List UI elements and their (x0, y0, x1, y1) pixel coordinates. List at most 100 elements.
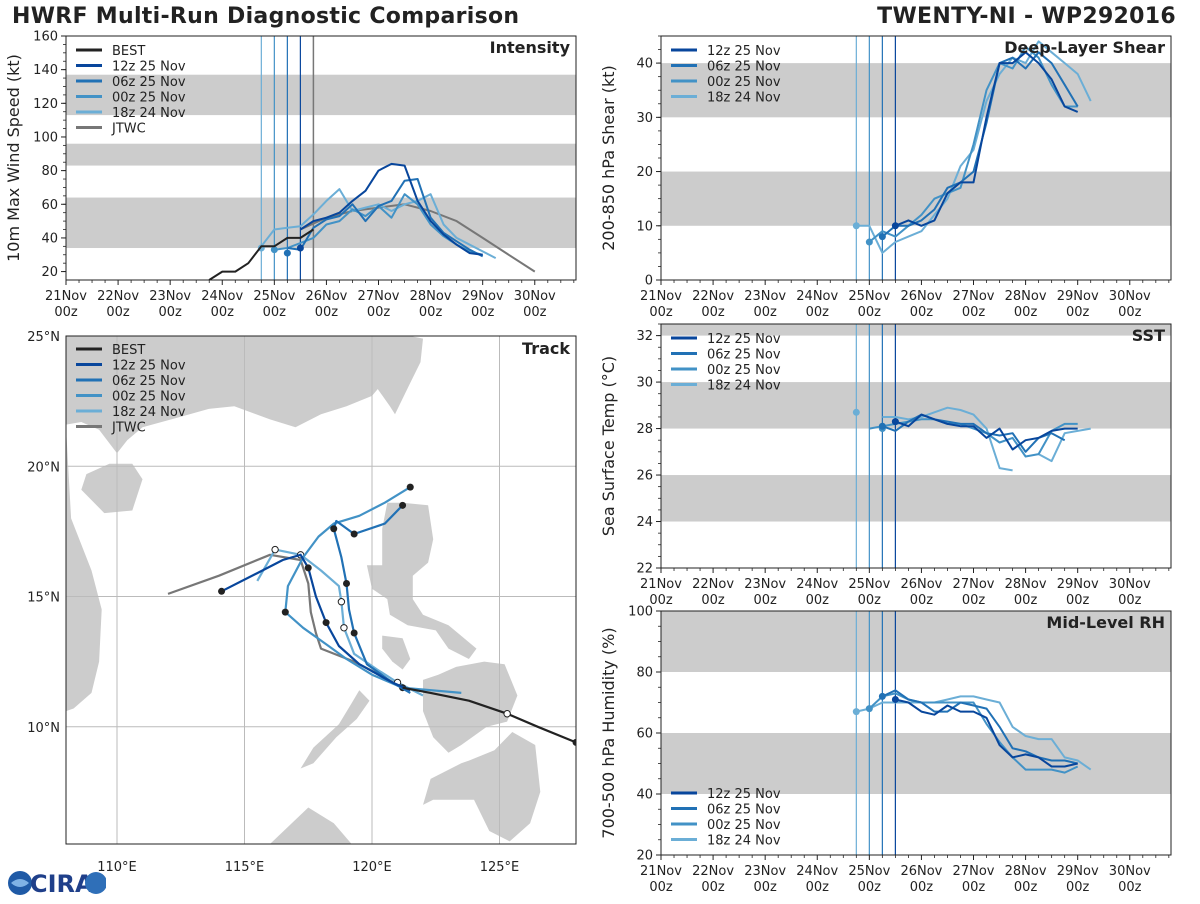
intensity-plot-area (66, 36, 576, 280)
shear-marker-18z-24-nov (852, 222, 860, 230)
shear-legend-label: 00z 25 Nov (707, 75, 781, 90)
intensity-series-06z-25-nov (287, 178, 484, 258)
track-frame (65, 335, 577, 845)
shear-series-18z-24-nov (856, 40, 1092, 254)
track-xtick-label: 125°E (480, 860, 520, 875)
rh-xtick-label-day: 21Nov (640, 864, 682, 879)
intensity-panel: 2040608010012014016021Nov00z22Nov00z23No… (4, 30, 577, 320)
shear-ylabel: 200-850 hPa Shear (kt) (599, 65, 618, 251)
rh-xtick-label-hour: 00z (1118, 880, 1142, 895)
shear-ytick-label: 10 (636, 219, 653, 234)
land-china (66, 336, 413, 454)
sst-band (661, 475, 1171, 522)
sst-xtick-label-hour: 00z (701, 593, 725, 608)
sst-xtick-label-hour: 00z (910, 593, 934, 608)
logo-swirl-icon (11, 879, 29, 887)
rh-xtick-label-day: 25Nov (848, 864, 890, 879)
shear-xtick-label-day: 29Nov (1057, 289, 1099, 304)
intensity-series-12z-25-nov (299, 162, 483, 256)
rh-title: Mid-Level RH (1046, 613, 1165, 632)
intensity-legend-label: 12z 25 Nov (112, 60, 186, 75)
intensity-ytick-label: 80 (41, 164, 58, 179)
intensity-ytick-label: 160 (33, 30, 58, 45)
shear-ytick-label: 30 (636, 111, 653, 126)
intensity-xtick-label-day: 28Nov (410, 289, 452, 304)
rh-ytick-label: 20 (636, 849, 653, 864)
shear-marker-00z-25-nov (865, 238, 873, 246)
sst-xtick-label-day: 25Nov (848, 577, 890, 592)
sst-xtick-label-day: 29Nov (1057, 577, 1099, 592)
storm-id-title: TWENTY-NI - WP292016 (877, 4, 1176, 29)
sst-legend-label: 06z 25 Nov (707, 348, 781, 363)
intensity-xtick-label-hour: 00z (419, 305, 443, 320)
sst-ylabel: Sea Surface Temp (°C) (599, 356, 618, 536)
track-point-filled (330, 525, 338, 533)
track-xtick-label: 120°E (352, 860, 392, 875)
sst-xtick-label-hour: 00z (649, 593, 673, 608)
shear-xtick-label-day: 21Nov (640, 289, 682, 304)
intensity-xtick-label-hour: 00z (54, 305, 78, 320)
track-panel: 110°E 115°E 120°E 125°E 10°N 15°N 20°N 25°N Trac… (27, 330, 577, 875)
track-point-filled (350, 629, 358, 637)
rh-xtick-label-day: 23Nov (744, 864, 786, 879)
sst-xtick-label-day: 24Nov (796, 577, 838, 592)
track-plot-area (66, 336, 576, 844)
track-ytick-label: 20°N (27, 460, 60, 475)
track-point-filled (399, 501, 407, 509)
intensity-ylabel: 10m Max Wind Speed (kt) (4, 54, 23, 262)
intensity-xtick-label-hour: 00z (158, 305, 182, 320)
rh-series-06z-25-nov (881, 689, 1078, 765)
track-ytick-label: 10°N (27, 721, 60, 736)
rh-xtick-label-hour: 00z (910, 880, 934, 895)
shear-xtick-label-day: 30Nov (1109, 289, 1151, 304)
intensity-title: Intensity (490, 38, 571, 57)
track-legend-label: 00z 25 Nov (112, 390, 186, 405)
intensity-ytick-label: 60 (41, 198, 58, 213)
intensity-series-best (208, 228, 314, 280)
rh-xtick-label-hour: 00z (962, 880, 986, 895)
rh-ytick-label: 100 (628, 605, 653, 620)
shear-xtick-label-day: 22Nov (692, 289, 734, 304)
land-luzon (366, 502, 477, 659)
shear-series-12z-25-nov (895, 51, 1079, 227)
land-visayas (423, 661, 518, 753)
sst-ytick-label: 28 (636, 422, 653, 437)
rh-ytick-label: 80 (636, 666, 653, 681)
sst-title: SST (1132, 326, 1165, 345)
sst-marker-12z-25-nov (891, 418, 899, 426)
shear-xtick-label-day: 24Nov (796, 289, 838, 304)
rh-legend-label: 18z 24 Nov (707, 834, 781, 849)
track-point-open (503, 710, 511, 718)
sst-xtick-label-day: 22Nov (692, 577, 734, 592)
intensity-ytick-label: 40 (41, 231, 58, 246)
shear-plot-area (661, 36, 1171, 280)
intensity-ytick-label: 100 (33, 130, 58, 145)
sst-series-06z-25-nov (882, 413, 1066, 453)
sst-series-00z-25-nov (869, 418, 1078, 458)
rh-marker-12z-25-nov (891, 695, 899, 703)
track-line-12z-25-nov (221, 553, 411, 692)
sst-xtick-label-hour: 00z (1014, 593, 1038, 608)
shear-xtick-label-hour: 00z (858, 305, 882, 320)
shear-xtick-label-day: 27Nov (953, 289, 995, 304)
intensity-ytick-label: 120 (33, 97, 58, 112)
track-xtick-label: 110°E (97, 860, 137, 875)
rh-xtick-label-day: 22Nov (692, 864, 734, 879)
land-palawan (300, 690, 370, 769)
cira-logo: CIRA (6, 866, 107, 900)
shear-title: Deep-Layer Shear (1004, 38, 1165, 57)
sst-xtick-label-day: 27Nov (953, 577, 995, 592)
land-vietnam (66, 427, 102, 712)
track-legend-label: BEST (112, 343, 145, 358)
sst-marker-06z-25-nov (878, 422, 886, 430)
shear-xtick-label-hour: 00z (649, 305, 673, 320)
track-legend-label: 12z 25 Nov (112, 359, 186, 374)
shear-xtick-label-hour: 00z (1118, 305, 1142, 320)
rh-xtick-label-hour: 00z (858, 880, 882, 895)
sst-xtick-label-hour: 00z (962, 593, 986, 608)
sst-panel: 22242628303221Nov00z22Nov00z23Nov00z24No… (599, 323, 1172, 608)
rh-panel: 2040608010021Nov00z22Nov00z23Nov00z24Nov… (599, 605, 1172, 895)
shear-xtick-label-hour: 00z (753, 305, 777, 320)
